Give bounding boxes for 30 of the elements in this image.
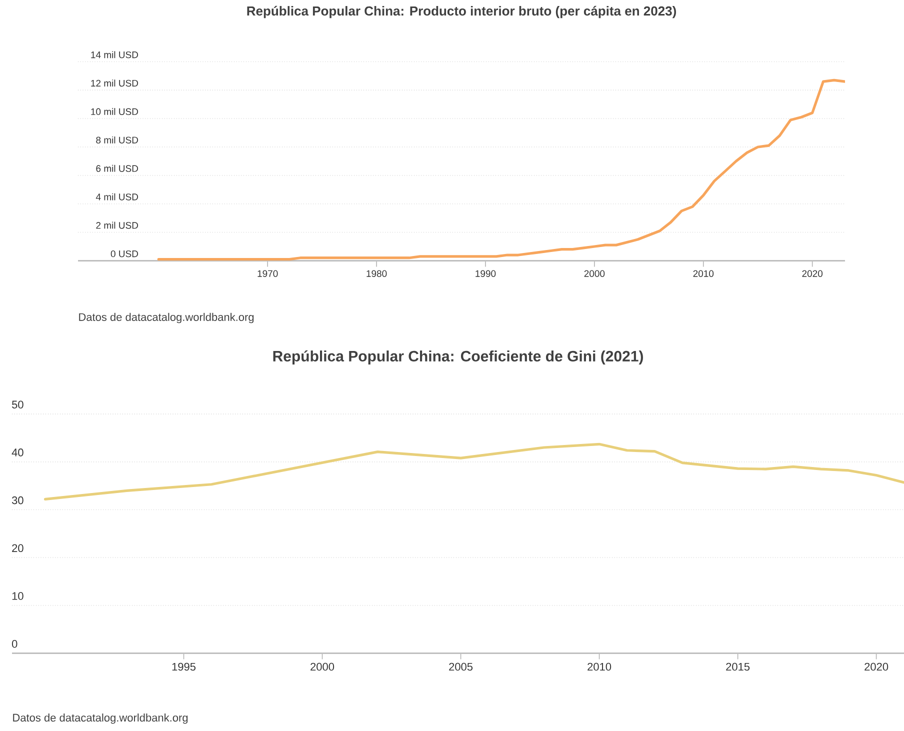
text: Datos de datacatalog.worldbank.org bbox=[13, 714, 188, 724]
y-tick-label: 8 mil USD bbox=[96, 136, 138, 144]
y-tick-label: 20 bbox=[12, 544, 24, 552]
x-tick-label: 1970 bbox=[258, 270, 278, 277]
y-tick-label: 0 USD bbox=[110, 250, 138, 258]
x-tick-label: 1980 bbox=[366, 270, 387, 277]
x-tick-label: 1990 bbox=[476, 270, 496, 277]
x-tick-label: 2010 bbox=[693, 270, 714, 277]
x-tick-label: 2005 bbox=[449, 662, 473, 671]
x-tick-label: 2020 bbox=[864, 662, 888, 671]
x-tick-label: 2015 bbox=[726, 662, 750, 671]
y-tick-label: 0 bbox=[12, 640, 18, 648]
y-tick-label: 30 bbox=[12, 496, 24, 504]
chart-title: República Popular China: Producto interior bruto (per cápita en 2023) bbox=[247, 6, 676, 18]
chart-title: República Popular China: Coeficiente de Gini (2021) bbox=[273, 350, 643, 364]
x-tick-label: 1995 bbox=[172, 662, 196, 671]
y-tick-label: 10 bbox=[12, 592, 24, 600]
x-tick-label: 2010 bbox=[588, 662, 612, 671]
y-tick-label: 4 mil USD bbox=[96, 193, 138, 200]
y-tick-label: 50 bbox=[12, 400, 24, 408]
y-tick-label: 14 mil USD bbox=[91, 51, 138, 58]
text: Datos de datacatalog.worldbank.org bbox=[79, 312, 254, 324]
y-tick-label: 12 mil USD bbox=[91, 80, 138, 87]
x-tick-label: 2020 bbox=[802, 270, 823, 277]
y-tick-label: 6 mil USD bbox=[96, 164, 138, 172]
x-tick-label: 2000 bbox=[584, 270, 605, 277]
y-tick-label: 2 mil USD bbox=[96, 222, 138, 229]
y-tick-label: 10 mil USD bbox=[91, 108, 138, 116]
x-tick-label: 2000 bbox=[310, 662, 334, 671]
y-tick-label: 40 bbox=[12, 448, 24, 456]
